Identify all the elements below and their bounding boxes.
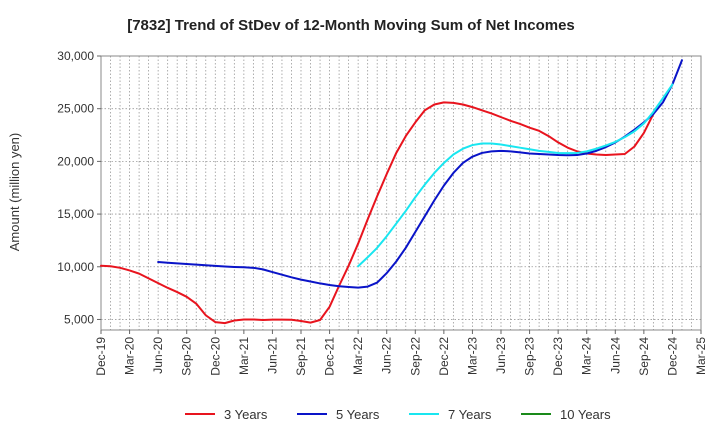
x-tick-label: Dec-24 — [665, 337, 679, 376]
legend-label: 10 Years — [560, 407, 611, 422]
x-tick-label: Mar-21 — [237, 337, 251, 375]
x-tick-label: Sep-22 — [408, 337, 422, 376]
x-tick-label: Dec-20 — [208, 337, 222, 376]
plot-frame — [100, 55, 702, 331]
y-axis-label: Amount (million yen) — [7, 133, 22, 252]
x-axis-ticks: Dec-19 Mar-20 Jun-20 Sep-20 Dec-20 Mar-21 Jun-… — [94, 330, 708, 376]
x-tick-label: Dec-19 — [94, 337, 108, 376]
series-line-5-years — [157, 59, 683, 289]
x-tick-label: Sep-24 — [637, 337, 651, 376]
x-tick-label: Dec-22 — [437, 337, 451, 376]
y-axis-ticks: 5,000 10,000 15,000 20,000 25,000 30,000 — [57, 49, 101, 326]
series-line-3-years — [100, 101, 655, 325]
y-tick-label: 20,000 — [57, 154, 94, 168]
chart-title: [7832] Trend of StDev of 12-Month Moving… — [127, 17, 575, 34]
x-tick-label: Mar-22 — [351, 337, 365, 375]
x-tick-label: Mar-23 — [465, 337, 479, 375]
series-line-7-years — [357, 83, 674, 268]
x-tick-label: Jun-20 — [151, 337, 165, 374]
x-tick-label: Mar-24 — [580, 337, 594, 375]
x-tick-label: Jun-23 — [494, 337, 508, 374]
x-tick-label: Dec-23 — [551, 337, 565, 376]
y-tick-label: 15,000 — [57, 207, 94, 221]
grid — [101, 55, 701, 330]
y-tick-label: 25,000 — [57, 102, 94, 116]
x-tick-label: Jun-24 — [608, 337, 622, 374]
x-tick-label: Jun-22 — [380, 337, 394, 374]
legend: 3 Years 5 Years 7 Years 10 Years — [185, 407, 611, 422]
x-tick-label: Mar-25 — [694, 337, 708, 375]
legend-label: 5 Years — [336, 407, 380, 422]
x-tick-label: Jun-21 — [265, 337, 279, 374]
x-tick-label: Dec-21 — [323, 337, 337, 376]
y-tick-label: 10,000 — [57, 260, 94, 274]
x-tick-label: Mar-20 — [123, 337, 137, 375]
x-tick-label: Sep-23 — [523, 337, 537, 376]
legend-label: 7 Years — [448, 407, 492, 422]
y-tick-label: 30,000 — [57, 49, 94, 63]
y-tick-label: 5,000 — [64, 312, 94, 326]
x-tick-label: Sep-21 — [294, 337, 308, 376]
legend-label: 3 Years — [224, 407, 268, 422]
series-lines — [100, 59, 683, 325]
x-tick-label: Sep-20 — [180, 337, 194, 376]
